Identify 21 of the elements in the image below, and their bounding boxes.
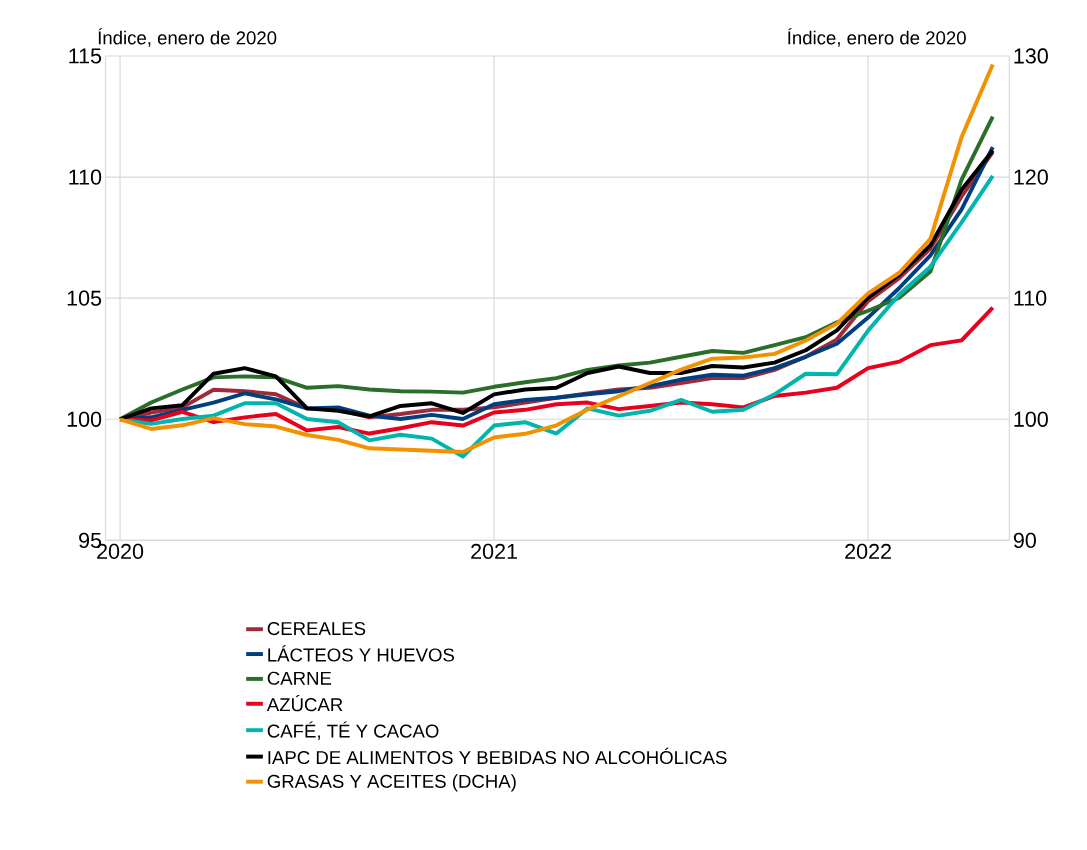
y-tick-label: 115 bbox=[69, 48, 102, 64]
y2-tick-label: 120 bbox=[1014, 169, 1048, 185]
y2-tick-label: 110 bbox=[1014, 290, 1047, 306]
y-tick-label: 105 bbox=[67, 290, 102, 306]
y2-tick-label: 130 bbox=[1014, 48, 1048, 64]
legend-label: CARNE bbox=[267, 671, 332, 685]
legend-label: AZÚCAR bbox=[266, 695, 343, 712]
y-axis-title: Índice, enero de 2020 bbox=[98, 28, 277, 47]
x-tick-label: 2022 bbox=[845, 543, 891, 560]
y-tick-label: 110 bbox=[69, 169, 102, 185]
legend-label: CEREALES bbox=[267, 622, 366, 636]
y2-tick-label: 90 bbox=[1013, 532, 1036, 549]
line-series bbox=[118, 62, 995, 455]
y-tick-label: 100 bbox=[67, 411, 102, 427]
legend-label: LÁCTEOS Y HUEVOS bbox=[268, 645, 455, 662]
y2-axis-title: Índice, enero de 2020 bbox=[788, 28, 966, 47]
x-tick-label: 2021 bbox=[471, 543, 517, 560]
legend-label: GRASAS Y ACEITES (DCHA) bbox=[267, 774, 516, 792]
y2-tick-label: 100 bbox=[1014, 411, 1048, 427]
legend-label: CAFÉ, TÉ Y CACAO bbox=[267, 721, 439, 740]
legend-label: IAPC DE ALIMENTOS Y BEBIDAS NO ALCOHÓLICAS bbox=[268, 747, 727, 765]
